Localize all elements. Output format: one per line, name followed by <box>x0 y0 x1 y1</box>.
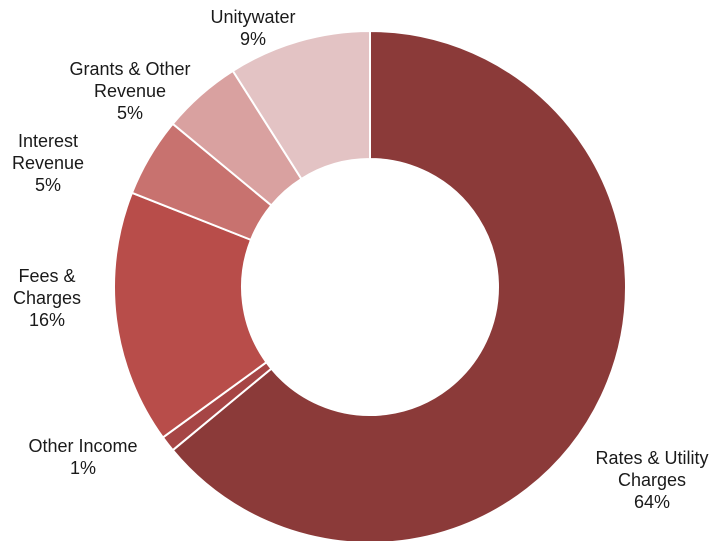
donut-slices <box>113 29 627 541</box>
data-label-other-income: Other Income 1% <box>28 436 137 478</box>
slice-fees-charges <box>113 191 268 439</box>
data-label-unitywater: Unitywater 9% <box>210 7 295 49</box>
slice-rates-utility-charges <box>171 29 627 541</box>
slice-labels: Rates & Utility Charges 64% Other Income 1% F… <box>12 7 709 512</box>
data-label-rates-utility-charges: Rates & Utility Charges 64% <box>595 448 708 512</box>
data-label-fees-charges: Fees & Charges 16% <box>13 266 81 330</box>
data-label-grants-other-revenue: Grants & Other Revenue 5% <box>69 59 190 123</box>
data-label-interest-revenue: Interest Revenue 5% <box>12 131 84 195</box>
slice-unitywater <box>231 29 371 181</box>
